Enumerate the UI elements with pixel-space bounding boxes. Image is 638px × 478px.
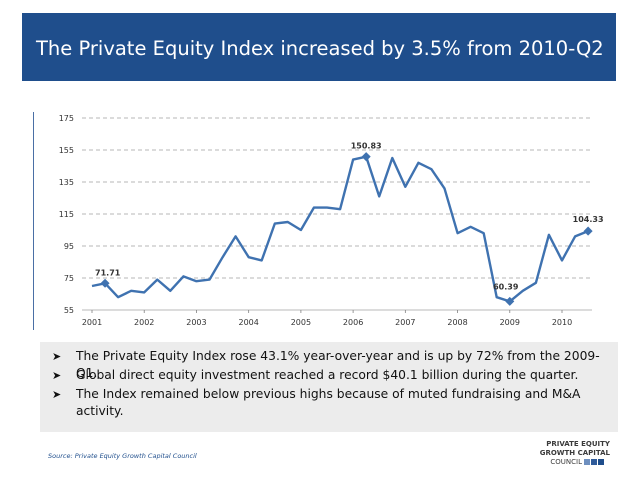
- y-tick-label: 95: [64, 242, 74, 251]
- line-chart: 55 75 95 115 135 155 175 2001 2002 2003 2004 2005 20…: [59, 114, 604, 327]
- logo-square: [584, 459, 590, 465]
- bullet-text: Global direct equity investment reached …: [76, 368, 579, 382]
- data-point-marker: [583, 226, 593, 236]
- x-tick-label: 2002: [134, 318, 154, 327]
- logo-square: [598, 459, 604, 465]
- data-label: 150.83: [351, 142, 382, 151]
- source-note: Source: Private Equity Growth Capital Co…: [48, 452, 197, 460]
- data-point-marker: [361, 152, 371, 162]
- logo-line: GROWTH CAPITAL: [539, 449, 610, 457]
- x-tick-label: 2010: [552, 318, 572, 327]
- logo-line: COUNCIL: [550, 458, 582, 466]
- bullet-text: The Index remained below previous highs …: [76, 387, 581, 418]
- y-tick-label: 155: [59, 146, 74, 155]
- y-tick-label: 175: [59, 114, 74, 123]
- y-tick-label: 135: [59, 178, 74, 187]
- bullet-text: The Private Equity Index rose 43.1% year…: [76, 349, 600, 380]
- x-tick-label: 2004: [238, 318, 258, 327]
- data-label: 71.71: [95, 268, 121, 277]
- logo-line: PRIVATE EQUITY: [546, 440, 610, 448]
- bullet-list: ➤ The Private Equity Index rose 43.1% ye…: [40, 342, 618, 432]
- x-tick-label: 2001: [82, 318, 102, 327]
- x-tick-label: 2006: [343, 318, 363, 327]
- x-tick-label: 2007: [395, 318, 415, 327]
- x-tick-label: 2003: [186, 318, 206, 327]
- title-bar: The Private Equity Index increased by 3.…: [22, 13, 616, 81]
- left-rule: [33, 112, 34, 330]
- data-point-marker: [100, 278, 110, 288]
- y-tick-label: 75: [64, 274, 74, 283]
- data-label: 60.39: [493, 282, 519, 291]
- x-tick-label: 2009: [500, 318, 520, 327]
- logo-square: [591, 459, 597, 465]
- x-tick-label: 2008: [447, 318, 467, 327]
- y-tick-label: 55: [64, 306, 74, 315]
- y-tick-label: 115: [59, 210, 74, 219]
- data-label: 104.33: [573, 215, 604, 224]
- council-logo: PRIVATE EQUITY GROWTH CAPITAL COUNCIL: [528, 440, 610, 470]
- series-line: [91, 155, 589, 303]
- arrow-icon: ➤: [52, 388, 62, 401]
- arrow-icon: ➤: [52, 350, 62, 363]
- x-tick-label: 2005: [291, 318, 311, 327]
- arrow-icon: ➤: [52, 369, 62, 382]
- slide-title: The Private Equity Index increased by 3.…: [36, 37, 604, 60]
